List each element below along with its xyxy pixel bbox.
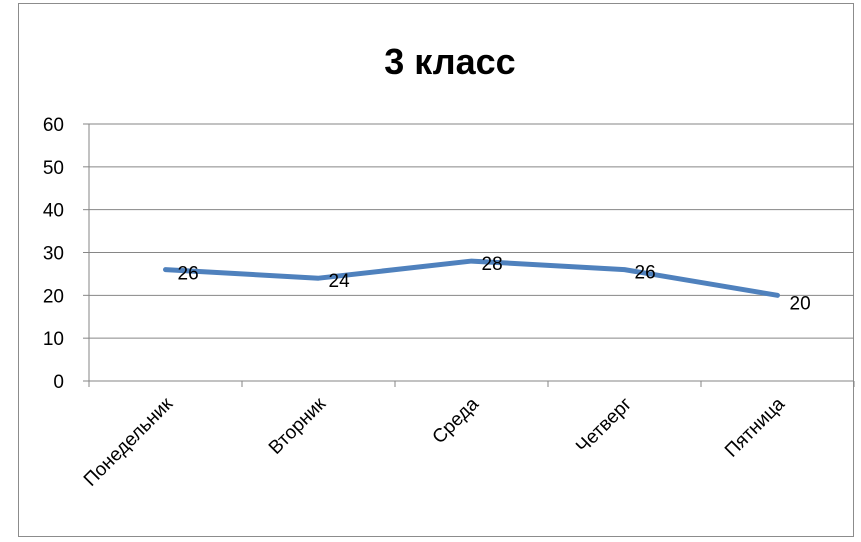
x-tick-label: Пятница [721, 393, 789, 461]
data-label: 26 [178, 264, 199, 285]
x-tick-label: Четверг [572, 394, 636, 458]
x-axis-ticks: Понедельник Вторник Среда Четверг Пятница [80, 393, 789, 491]
series-layer [163, 258, 780, 298]
y-tick-label: 20 [43, 286, 64, 307]
chart-title: 3 класс [384, 41, 515, 82]
x-tick-label: Понедельник [80, 393, 178, 491]
y-tick-label: 50 [43, 158, 64, 179]
y-tick-label: 0 [53, 372, 64, 393]
data-label: 28 [482, 254, 503, 275]
data-labels: 26 24 28 26 20 [178, 254, 811, 314]
y-tick-label: 60 [43, 115, 64, 136]
data-label: 26 [635, 263, 656, 284]
data-label: 20 [790, 293, 811, 314]
data-label: 24 [329, 271, 351, 292]
chart-frame [18, 3, 854, 537]
y-tick-label: 10 [43, 329, 64, 350]
grid-layer [83, 123, 855, 387]
series-line [163, 258, 780, 298]
y-axis-ticks: 0 10 20 30 40 50 60 [43, 115, 64, 393]
y-tick-label: 30 [43, 244, 64, 265]
x-tick-label: Вторник [265, 393, 331, 459]
y-tick-label: 40 [43, 201, 64, 222]
x-tick-label: Среда [429, 393, 484, 448]
